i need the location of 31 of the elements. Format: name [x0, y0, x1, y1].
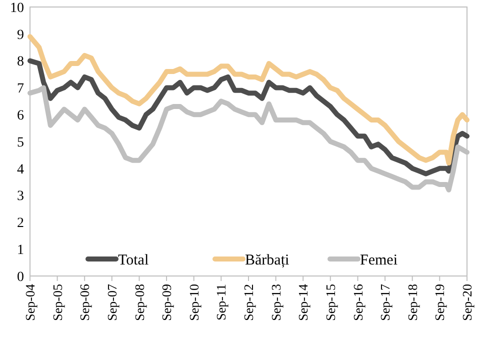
x-tick-label: Sep-20 [460, 284, 475, 321]
x-tick-label: Sep-10 [186, 284, 202, 321]
x-tick-label: Sep-05 [50, 284, 65, 321]
x-tick-label: Sep-12 [241, 284, 256, 321]
y-tick-label: 8 [17, 54, 24, 70]
y-tick-label: 3 [17, 189, 24, 204]
y-tick-label: 10 [10, 0, 24, 16]
y-tick-label: 2 [17, 216, 24, 232]
legend-label: Bărbați [245, 252, 290, 268]
x-tick-label: Sep-18 [404, 284, 420, 321]
y-tick-label: 7 [17, 82, 24, 97]
x-tick-label: Sep-04 [22, 284, 38, 321]
x-tick-label: Sep-11 [214, 284, 229, 320]
legend-label: Femei [360, 252, 398, 268]
y-tick-label: 4 [17, 162, 24, 178]
x-tick-label: Sep-07 [104, 284, 120, 321]
x-tick-label: Sep-17 [378, 284, 393, 321]
x-tick-label: Sep-09 [159, 284, 174, 321]
y-tick-label: 1 [17, 243, 24, 258]
x-tick-label: Sep-15 [322, 284, 338, 321]
x-tick-label: Sep-14 [296, 284, 311, 321]
x-tick-label: Sep-13 [268, 284, 284, 321]
x-tick-label: Sep-19 [432, 284, 448, 321]
y-tick-label: 6 [17, 108, 24, 124]
x-tick-label: Sep-08 [132, 284, 147, 321]
y-tick-label: 9 [17, 28, 24, 43]
x-tick-label: Sep-06 [77, 284, 92, 321]
x-tick-label: Sep-16 [350, 284, 366, 321]
y-tick-label: 5 [17, 135, 24, 150]
legend-label: Total [118, 252, 149, 268]
y-tick-label: 0 [17, 270, 24, 285]
